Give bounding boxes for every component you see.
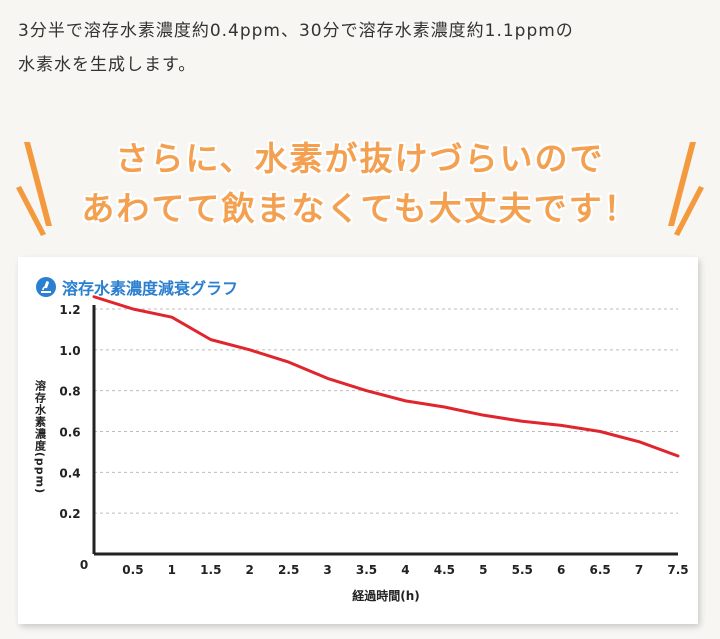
x-tick-label: 5 — [479, 563, 487, 577]
y-tick-label: 1.0 — [59, 344, 80, 358]
x-tick-label: 1 — [168, 563, 176, 577]
y-axis-label: 溶存水素濃度(ppm) — [34, 379, 47, 495]
headline-line-1: さらに、水素が抜けづらいので — [115, 139, 605, 178]
intro-text: 3分半で溶存水素濃度約0.4ppm、30分で溶存水素濃度約1.1ppmの 水素水… — [18, 14, 708, 82]
x-tick-label: 6 — [557, 563, 565, 577]
x-tick-label: 5.5 — [512, 563, 533, 577]
y-tick-label: 0.2 — [59, 507, 80, 521]
x-tick-label: 1.5 — [200, 563, 221, 577]
burst-lines-left-icon — [16, 142, 52, 236]
x-tick-label: 2 — [246, 563, 254, 577]
chart-plot: 0.2 0.4 0.6 0.8 1.0 1.2 0 0.5 1 1.5 2 2.5 3 3.5 4 4.5 5 5… — [34, 295, 689, 603]
series-line — [92, 295, 680, 458]
microscope-icon — [36, 277, 56, 297]
x-tick-label: 3.5 — [356, 563, 377, 577]
x-tick-label: 0.5 — [122, 563, 143, 577]
x-tick-label: 4 — [401, 563, 409, 577]
x-tick-label: 6.5 — [590, 563, 611, 577]
x-axis-label: 経過時間(h) — [352, 588, 420, 603]
x-tick-label: 7 — [635, 563, 643, 577]
chart-title: 溶存水素濃度減衰グラフ — [36, 275, 238, 299]
x-tick-label: 4.5 — [434, 563, 455, 577]
y-tick-label: 0.6 — [59, 426, 80, 440]
headline-line-2: あわてて飲まなくても大丈夫です！ — [81, 189, 639, 228]
y-tick-label: 0.8 — [59, 385, 80, 399]
x-tick-label: 7.5 — [667, 563, 688, 577]
chart-card: 0.2 0.4 0.6 0.8 1.0 1.2 0 0.5 1 1.5 2 2.5 3 3.5 4 4.5 5 5… — [18, 257, 698, 624]
origin-label: 0 — [80, 558, 88, 572]
burst-lines-right-icon — [668, 142, 704, 236]
x-tick-label: 2.5 — [278, 563, 299, 577]
x-tick-label: 3 — [323, 563, 331, 577]
y-tick-label: 0.4 — [59, 466, 80, 480]
y-tick-label: 1.2 — [59, 303, 80, 317]
headline: さらに、水素が抜けづらいので あわてて飲まなくても大丈夫です！ — [0, 134, 720, 234]
chart-title-text: 溶存水素濃度減衰グラフ — [62, 279, 239, 298]
intro-line-1: 3分半で溶存水素濃度約0.4ppm、30分で溶存水素濃度約1.1ppmの — [18, 21, 574, 41]
intro-line-2: 水素水を生成します。 — [18, 55, 197, 75]
